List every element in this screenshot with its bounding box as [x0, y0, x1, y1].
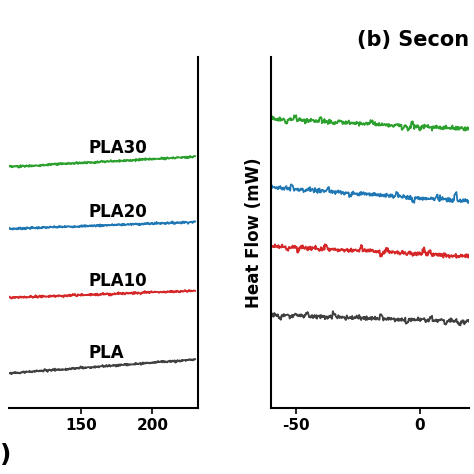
Text: PLA: PLA	[88, 344, 124, 362]
Y-axis label: Heat Flow (mW): Heat Flow (mW)	[245, 157, 263, 308]
Text: PLA10: PLA10	[88, 272, 146, 290]
Text: (b) Secon: (b) Secon	[357, 30, 469, 50]
Text: ): )	[0, 443, 11, 467]
Text: PLA20: PLA20	[88, 203, 147, 221]
Text: PLA30: PLA30	[88, 139, 147, 157]
